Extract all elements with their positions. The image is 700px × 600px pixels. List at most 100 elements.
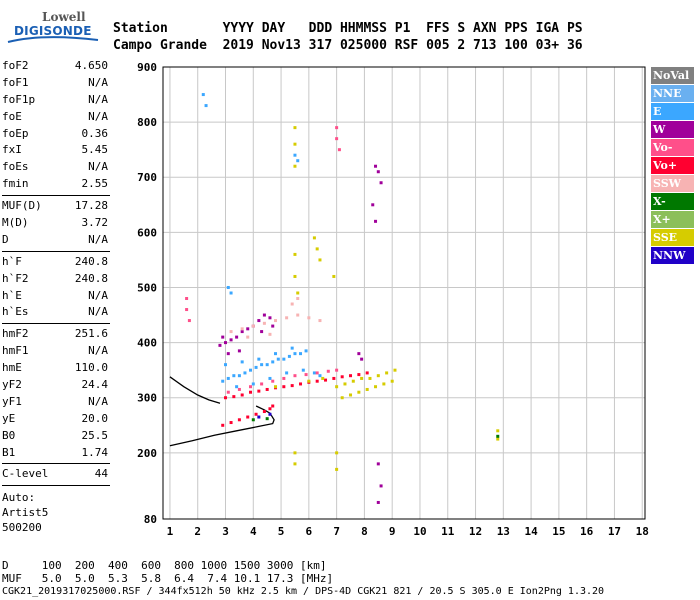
data-point bbox=[290, 302, 294, 306]
data-point bbox=[385, 371, 389, 375]
data-point bbox=[246, 415, 250, 419]
param-value: 3.72 bbox=[81, 216, 109, 230]
data-point bbox=[240, 327, 244, 331]
param-label: foEs bbox=[2, 160, 29, 174]
param-value: N/A bbox=[88, 394, 108, 408]
param-value: 5.45 bbox=[81, 143, 109, 157]
param-value: N/A bbox=[88, 109, 108, 123]
param-row: fmin 2.55 bbox=[2, 176, 110, 193]
param-label: MUF(D) bbox=[2, 199, 42, 213]
data-point bbox=[340, 396, 344, 400]
data-point bbox=[260, 363, 264, 367]
param-row: M(D) 3.72 bbox=[2, 215, 110, 232]
data-point bbox=[296, 297, 300, 301]
data-point bbox=[226, 390, 230, 394]
data-point bbox=[304, 373, 308, 377]
data-point bbox=[293, 164, 297, 168]
param-label: fmin bbox=[2, 177, 29, 191]
x-tick-label: 17 bbox=[608, 525, 621, 538]
param-row: foF1 N/A bbox=[2, 75, 110, 92]
param-row: foE N/A bbox=[2, 109, 110, 126]
data-point bbox=[326, 369, 330, 373]
data-point bbox=[307, 316, 311, 320]
data-point bbox=[376, 374, 380, 378]
param-row: foEs N/A bbox=[2, 159, 110, 176]
data-point bbox=[357, 373, 361, 377]
param-value: N/A bbox=[88, 92, 108, 106]
data-point bbox=[251, 418, 255, 422]
y-tick-label: 800 bbox=[137, 116, 157, 129]
data-point bbox=[293, 142, 297, 146]
data-point bbox=[246, 335, 250, 339]
auto-line3: 500200 bbox=[2, 521, 42, 535]
lowell-digisonde-logo: Lowell DIGISONDE bbox=[2, 6, 102, 46]
data-point bbox=[224, 363, 228, 367]
y-tick-label: 900 bbox=[137, 61, 157, 74]
data-point bbox=[379, 484, 383, 488]
x-tick-label: 8 bbox=[361, 525, 368, 538]
data-point bbox=[285, 371, 289, 375]
data-point bbox=[293, 252, 297, 256]
data-point bbox=[260, 330, 264, 334]
data-point bbox=[365, 371, 369, 375]
data-point bbox=[315, 371, 319, 375]
param-label: fxI bbox=[2, 143, 22, 157]
param-row: fxI 5.45 bbox=[2, 142, 110, 159]
data-point bbox=[229, 421, 233, 425]
data-point bbox=[240, 330, 244, 334]
data-point bbox=[296, 313, 300, 317]
data-point bbox=[282, 376, 286, 380]
data-point bbox=[246, 327, 250, 331]
param-row: h`F2 240.8 bbox=[2, 271, 110, 288]
param-value: N/A bbox=[88, 305, 108, 319]
data-point bbox=[268, 316, 272, 320]
x-tick-label: 12 bbox=[469, 525, 482, 538]
x-tick-label: 4 bbox=[250, 525, 257, 538]
param-value: N/A bbox=[88, 160, 108, 174]
data-point bbox=[321, 376, 325, 380]
legend-item: Vo+ bbox=[651, 157, 694, 174]
data-point bbox=[293, 274, 297, 278]
x-tick-label: 16 bbox=[580, 525, 594, 538]
data-point bbox=[382, 382, 386, 386]
param-value: N/A bbox=[88, 288, 108, 302]
x-tick-label: 18 bbox=[636, 525, 649, 538]
param-row: h`F 240.8 bbox=[2, 254, 110, 271]
data-point bbox=[290, 384, 294, 388]
x-tick-label: 3 bbox=[222, 525, 229, 538]
data-point bbox=[226, 376, 230, 380]
data-point bbox=[237, 418, 241, 422]
data-point bbox=[374, 385, 378, 389]
data-point bbox=[368, 376, 372, 380]
param-value: N/A bbox=[88, 75, 108, 89]
param-label: M(D) bbox=[2, 216, 29, 230]
data-point bbox=[365, 387, 369, 391]
data-point bbox=[237, 374, 241, 378]
data-point bbox=[374, 164, 378, 168]
data-point bbox=[335, 385, 339, 389]
data-point bbox=[265, 363, 269, 367]
data-point bbox=[371, 203, 375, 207]
x-tick-label: 15 bbox=[552, 525, 565, 538]
data-point bbox=[262, 321, 266, 325]
data-point bbox=[265, 387, 269, 391]
data-point bbox=[251, 382, 255, 386]
data-point bbox=[257, 357, 261, 361]
x-tick-label: 5 bbox=[278, 525, 285, 538]
logo-line1: Lowell bbox=[42, 10, 86, 24]
param-label: hmE bbox=[2, 361, 22, 375]
param-label: h`F2 bbox=[2, 271, 29, 285]
data-point bbox=[229, 330, 233, 334]
param-value: 240.8 bbox=[74, 254, 108, 268]
footer-distance-row: D 100 200 400 600 800 1000 1500 3000 [km… bbox=[2, 559, 327, 572]
data-point bbox=[307, 379, 311, 383]
data-point bbox=[232, 374, 236, 378]
data-point bbox=[265, 417, 269, 421]
x-tick-label: 2 bbox=[194, 525, 201, 538]
param-label: h`Es bbox=[2, 305, 29, 319]
auto-line1: Auto: bbox=[2, 491, 36, 505]
data-point bbox=[379, 181, 383, 185]
param-row: C-level 44 bbox=[2, 466, 110, 483]
param-label: B0 bbox=[2, 428, 16, 442]
data-point bbox=[374, 219, 378, 223]
